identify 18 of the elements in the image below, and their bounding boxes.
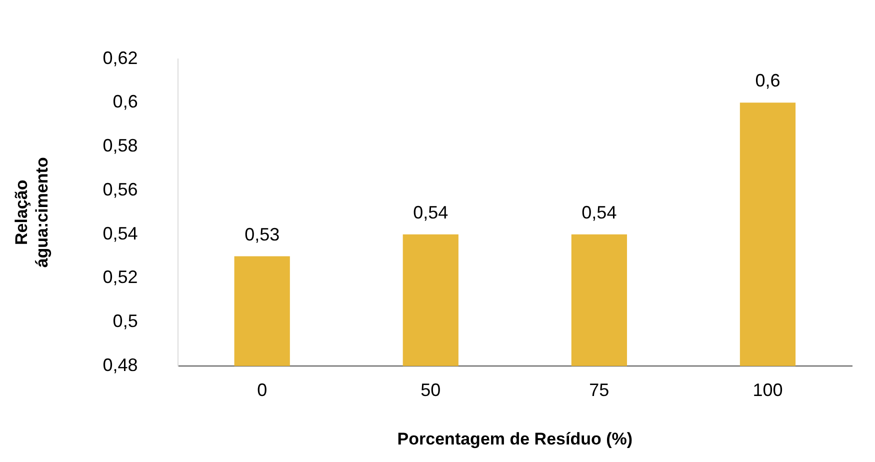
data-label: 0,6 [755, 70, 780, 91]
y-tick-label: 0,5 [112, 311, 138, 332]
y-axis-title: Relação água:cimento [12, 157, 52, 268]
x-tick-label: 50 [420, 380, 441, 400]
y-tick-label: 0,56 [102, 179, 138, 200]
y-tick-label: 0,62 [102, 48, 138, 68]
y-tick-label: 0,54 [102, 223, 138, 244]
x-tick-label: 100 [752, 380, 783, 400]
data-label: 0,54 [582, 202, 617, 222]
data-label: 0,54 [413, 202, 448, 222]
x-tick-label: 75 [589, 380, 610, 400]
x-tick-label: 0 [257, 380, 268, 400]
y-tick-label: 0,6 [112, 92, 138, 112]
y-tick-label: 0,58 [102, 136, 138, 156]
y-tick-label: 0,52 [102, 267, 138, 288]
y-tick-label: 0,48 [102, 354, 138, 375]
data-label: 0,53 [244, 224, 280, 244]
x-axis-title: Porcentagem de Resíduo (%) [397, 429, 633, 448]
